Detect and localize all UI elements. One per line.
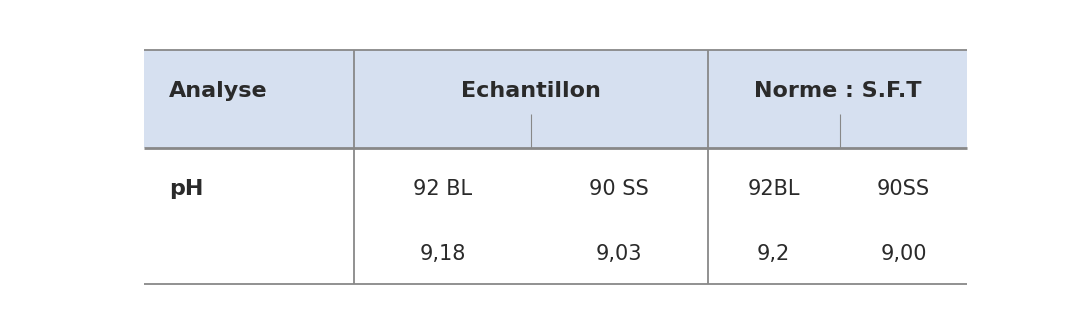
Text: Norme : S.F.T: Norme : S.F.T [753, 81, 921, 101]
Text: 90 SS: 90 SS [590, 179, 649, 199]
Text: 92BL: 92BL [748, 179, 800, 199]
Text: pH: pH [169, 179, 204, 199]
Bar [144, 50, 967, 148]
Text: 92 BL: 92 BL [413, 179, 472, 199]
Text: 9,18: 9,18 [420, 244, 465, 264]
Text: Echantillon: Echantillon [461, 81, 601, 101]
Bar [144, 148, 967, 283]
Text: 9,03: 9,03 [596, 244, 643, 264]
Text: 9,00: 9,00 [880, 244, 927, 264]
Text: 9,2: 9,2 [757, 244, 790, 264]
Text: 90SS: 90SS [877, 179, 930, 199]
Text: Analyse: Analyse [169, 81, 268, 101]
